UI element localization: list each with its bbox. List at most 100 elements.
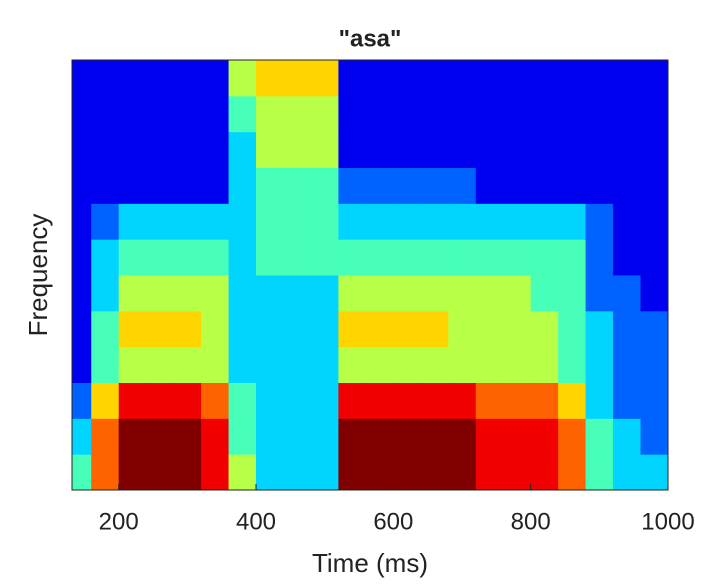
spectrogram-image [72,60,668,490]
spectrogram-cell [365,454,394,490]
spectrogram-cell [72,131,92,168]
spectrogram-cell [310,310,339,348]
spectrogram-cell [118,310,147,348]
spectrogram-cell [256,239,284,276]
spectrogram-cell [585,275,614,312]
spectrogram-cell [72,203,92,240]
spectrogram-cell [448,167,477,204]
spectrogram-cell [448,95,477,133]
spectrogram-cell [613,131,642,168]
spectrogram-cell [448,310,477,348]
spectrogram-cell [558,60,587,97]
spectrogram-cell [393,310,422,348]
spectrogram-cell [503,346,532,383]
spectrogram-cell [91,382,120,419]
x-tick-label: 400 [236,508,276,535]
spectrogram-cell [393,203,422,240]
spectrogram-cell [365,60,394,97]
spectrogram-cell [228,203,257,240]
spectrogram-cell [72,60,92,97]
spectrogram-cell [585,310,614,348]
spectrogram-cell [640,418,668,455]
spectrogram-cell [310,95,339,133]
spectrogram-cell [146,60,175,97]
spectrogram-cell [72,239,92,276]
spectrogram-cell [146,310,175,348]
spectrogram-cell [338,310,367,348]
spectrogram-cell [118,167,147,204]
spectrogram-cell [283,310,312,348]
spectrogram-cell [503,382,532,419]
spectrogram-cell [613,203,642,240]
spectrogram-cell [201,275,230,312]
spectrogram-cell [475,382,504,419]
spectrogram-cell [118,131,147,168]
spectrogram-cell [475,275,504,312]
y-axis-label: Frequency [23,214,53,337]
spectrogram-cell [228,346,257,383]
spectrogram-cell [338,382,367,419]
spectrogram-cell [475,203,504,240]
spectrogram-cell [503,310,532,348]
spectrogram-cell [310,167,339,204]
spectrogram-cell [448,239,477,276]
spectrogram-cell [146,95,175,133]
spectrogram-cell [91,131,120,168]
spectrogram-cell [173,239,202,276]
spectrogram-cell [475,454,504,490]
spectrogram-cell [585,418,614,455]
spectrogram-cell [585,454,614,490]
spectrogram-cell [201,131,230,168]
spectrogram-cell [228,60,257,97]
spectrogram-cell [640,346,668,383]
spectrogram-cell [338,203,367,240]
spectrogram-cell [365,310,394,348]
spectrogram-cell [448,382,477,419]
spectrogram-cell [72,310,92,348]
spectrogram-cell [420,167,449,204]
spectrogram-cell [310,60,339,97]
spectrogram-cell [585,167,614,204]
spectrogram-cell [91,203,120,240]
spectrogram-cell [173,203,202,240]
spectrogram-cell [228,167,257,204]
spectrogram-cell [503,454,532,490]
spectrogram-cell [72,382,92,419]
spectrogram-cell [585,95,614,133]
spectrogram-cell [393,131,422,168]
spectrogram-cell [365,382,394,419]
spectrogram-cell [585,60,614,97]
spectrogram-cell [173,454,202,490]
spectrogram-cell [146,418,175,455]
spectrogram-cell [613,310,642,348]
spectrogram-cell [393,418,422,455]
spectrogram-cell [530,346,559,383]
spectrogram-cell [283,203,312,240]
spectrogram-cell [173,95,202,133]
spectrogram-cell [613,346,642,383]
spectrogram-cell [530,60,559,97]
spectrogram-cell [475,60,504,97]
spectrogram-cell [640,275,668,312]
spectrogram-cell [503,203,532,240]
spectrogram-cell [173,310,202,348]
spectrogram-cell [201,239,230,276]
spectrogram-cell [201,310,230,348]
spectrogram-cell [475,95,504,133]
spectrogram-cell [72,167,92,204]
spectrogram-cell [118,382,147,419]
spectrogram-cell [448,418,477,455]
spectrogram-cell [256,167,284,204]
spectrogram-cell [558,418,587,455]
spectrogram-cell [118,418,147,455]
spectrogram-cell [530,131,559,168]
spectrogram-cell [283,95,312,133]
spectrogram-cell [640,239,668,276]
spectrogram-cell [640,310,668,348]
x-tick-label: 1000 [641,508,694,535]
spectrogram-cell [365,203,394,240]
x-tick-label: 800 [511,508,551,535]
spectrogram-cell [256,418,284,455]
x-tick-label: 200 [99,508,139,535]
spectrogram-cell [146,131,175,168]
